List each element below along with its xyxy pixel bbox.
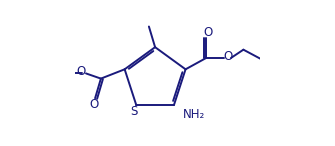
Text: O: O — [77, 65, 86, 78]
Text: O: O — [224, 50, 233, 63]
Text: NH₂: NH₂ — [183, 108, 205, 121]
Text: O: O — [89, 98, 99, 111]
Text: O: O — [203, 26, 212, 39]
Text: S: S — [131, 105, 138, 118]
